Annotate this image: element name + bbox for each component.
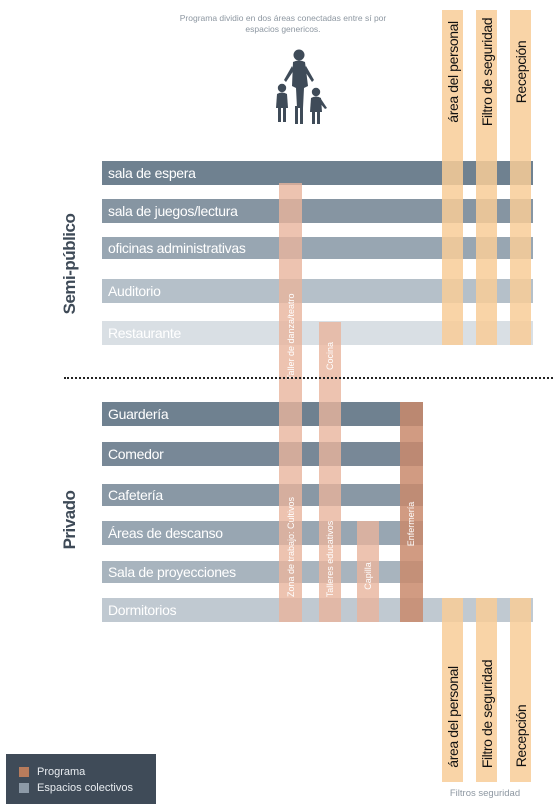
label-cocina: Cocina	[325, 341, 335, 371]
legend-swatch	[19, 767, 29, 777]
band-label: Dormitorios	[108, 602, 177, 618]
header-area-personal-bottom: área del personal	[445, 666, 461, 768]
column-recepcion-top	[510, 10, 531, 345]
header-recepcion-bottom: Recepción	[513, 704, 529, 768]
zone-privado: Privado	[60, 490, 79, 550]
header-area-personal-top: área del personal	[445, 21, 461, 123]
band-label: sala de juegos/lectura	[108, 203, 238, 219]
filtros-seguridad-label: Filtros seguridad	[449, 788, 521, 799]
header-recepcion-top: Recepción	[513, 40, 529, 104]
zone-divider	[64, 377, 553, 379]
column-cocina	[319, 322, 341, 622]
column-capilla	[357, 521, 379, 622]
label-enfermeria: Enfermería	[406, 501, 416, 547]
band-sala-de-proyecciones: Sala de proyecciones	[102, 561, 423, 583]
band-auditorio: Auditorio	[102, 279, 533, 303]
band-restaurante: Restaurante	[102, 321, 533, 345]
header-filtro-top: Filtro de seguridad	[479, 17, 495, 127]
program-note: Programa dividio en dos áreas conectadas…	[179, 13, 387, 34]
column-area-personal-bottom	[442, 598, 463, 782]
header-filtro-bottom: Filtro de seguridad	[479, 659, 495, 769]
band-guarderia: Guardería	[102, 402, 423, 426]
band-sala-de-espera: sala de espera	[102, 161, 533, 185]
label-talleres-educativos: Talleres educativos	[325, 520, 335, 598]
legend: Programa Espacios colectivos	[6, 754, 156, 804]
label-zona-de-trabajo: Zona de trabajo: Cultivos	[286, 496, 296, 597]
band-label: Guardería	[108, 406, 169, 422]
label-capilla: Capilla	[363, 562, 373, 590]
band-label: Sala de proyecciones	[108, 564, 236, 580]
zone-semi-publico: Semi-público	[60, 213, 79, 315]
band-dormitorios: Dormitorios	[102, 598, 533, 622]
band-label: Cafetería	[108, 487, 163, 503]
column-filtro-bottom	[476, 598, 497, 782]
legend-swatch	[19, 783, 29, 793]
band-label: Comedor	[108, 446, 164, 462]
column-enfermeria	[400, 402, 423, 622]
band-oficinas: oficinas administrativas	[102, 237, 533, 259]
band-label: sala de espera	[108, 165, 196, 181]
legend-item-espacios-colectivos: Espacios colectivos	[19, 782, 133, 794]
band-label: oficinas administrativas	[108, 240, 246, 256]
band-label: Auditorio	[108, 283, 161, 299]
column-filtro-top	[476, 10, 497, 345]
label-taller-danza: Taller de danza/teatro	[286, 293, 296, 380]
legend-label: Espacios colectivos	[37, 782, 133, 794]
column-taller-danza	[279, 183, 302, 622]
legend-item-programa: Programa	[19, 766, 85, 778]
band-comedor: Comedor	[102, 442, 423, 466]
column-recepcion-bottom	[510, 598, 531, 782]
family-icon	[276, 49, 327, 124]
band-sala-de-juegos: sala de juegos/lectura	[102, 199, 533, 223]
legend-label: Programa	[37, 766, 86, 778]
band-label: Restaurante	[108, 325, 181, 341]
band-cafeteria: Cafetería	[102, 484, 423, 506]
column-area-personal-top	[442, 10, 463, 345]
band-label: Áreas de descanso	[108, 525, 223, 541]
